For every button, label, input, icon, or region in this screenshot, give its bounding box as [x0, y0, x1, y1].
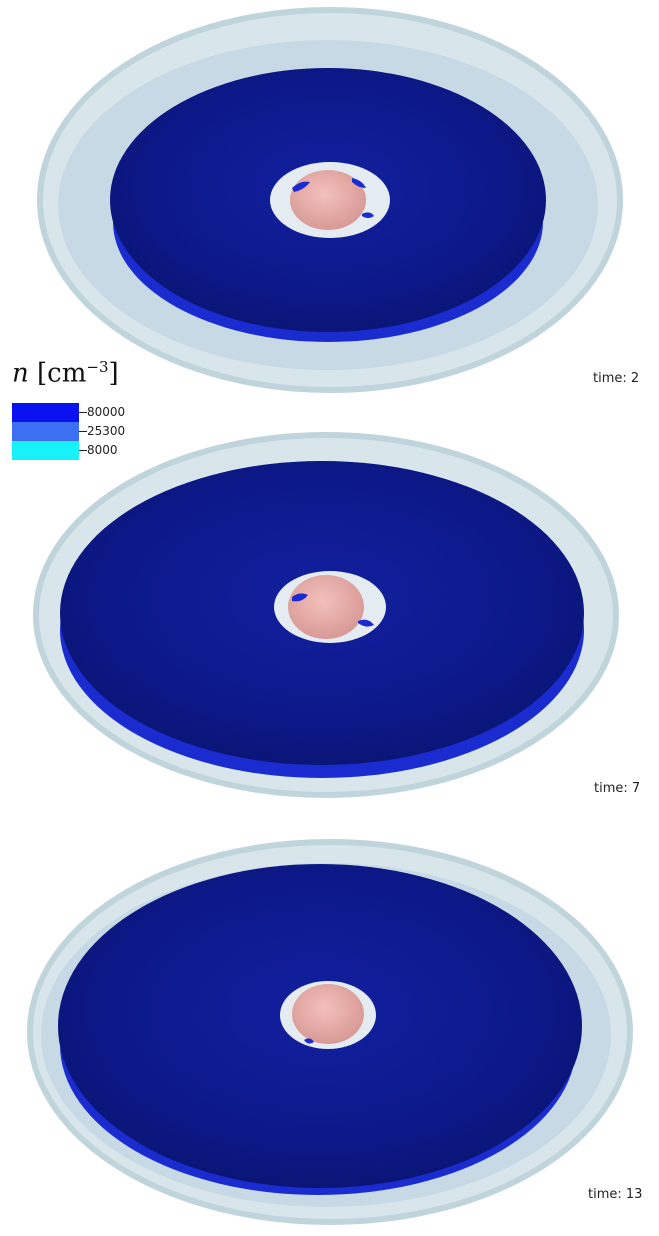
- legend-value: 25300: [87, 424, 126, 438]
- core-fragment: [292, 593, 308, 602]
- legend-entry: 80000: [12, 403, 172, 422]
- disk-render-time-7: [33, 432, 619, 798]
- legend-swatch: [12, 441, 79, 460]
- legend-swatch: [12, 403, 79, 422]
- legend-swatch: [12, 422, 79, 441]
- core-fragment: [292, 181, 310, 192]
- core-fragment: [358, 619, 374, 627]
- time-label: time: 2: [593, 371, 640, 386]
- core-sphere: [290, 170, 366, 230]
- legend-value: 8000: [87, 443, 118, 457]
- disk-render-time-2: [37, 7, 623, 393]
- core-sphere: [292, 984, 364, 1044]
- time-label: time: 7: [594, 781, 641, 796]
- disk-render-time-13: [27, 839, 633, 1225]
- disk-panel-time-13: [0, 830, 659, 1236]
- color-legend: 80000 25300 8000: [12, 403, 172, 460]
- core-fragment: [362, 212, 374, 218]
- core-fragment: [352, 178, 366, 188]
- legend-title: n [cm−3]: [12, 358, 119, 389]
- legend-entry: 25300: [12, 422, 172, 441]
- legend-entry: 8000: [12, 441, 172, 460]
- time-label: time: 13: [588, 1187, 643, 1202]
- core-sphere: [288, 575, 364, 639]
- disk-panel-time-2: [0, 0, 659, 410]
- disk-panel-time-7: [0, 425, 659, 815]
- legend-value: 80000: [87, 405, 126, 419]
- core-fragment: [304, 1038, 314, 1044]
